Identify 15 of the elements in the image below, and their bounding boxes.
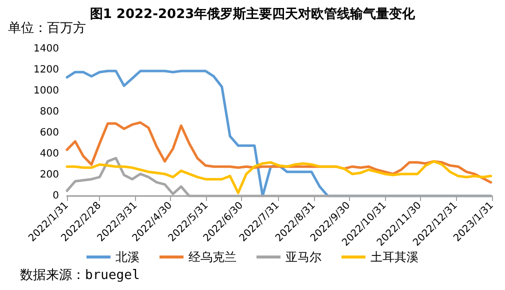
chart-title: 图1 2022-2023年俄罗斯主要四天对欧管线输气量变化 bbox=[90, 6, 416, 22]
y-tick-label: 600 bbox=[40, 128, 59, 138]
legend-label: 北溪 bbox=[116, 250, 140, 264]
y-tick-label: 800 bbox=[40, 106, 59, 118]
legend-label: 土耳其溪 bbox=[370, 250, 418, 264]
y-axis-title: 单位：百万方 bbox=[8, 20, 86, 36]
legend-label: 亚马尔 bbox=[286, 250, 322, 264]
legend-label: 经乌克兰 bbox=[188, 250, 236, 264]
source-note: 数据来源：bruegel bbox=[20, 268, 140, 283]
y-tick-label: 1200 bbox=[34, 64, 59, 76]
y-tick-label: 1000 bbox=[34, 86, 59, 96]
y-tick-label: 400 bbox=[40, 148, 59, 160]
y-tick-label: 0 bbox=[52, 190, 59, 202]
y-tick-label: 200 bbox=[40, 170, 59, 180]
y-tick-label: 1400 bbox=[34, 44, 59, 54]
